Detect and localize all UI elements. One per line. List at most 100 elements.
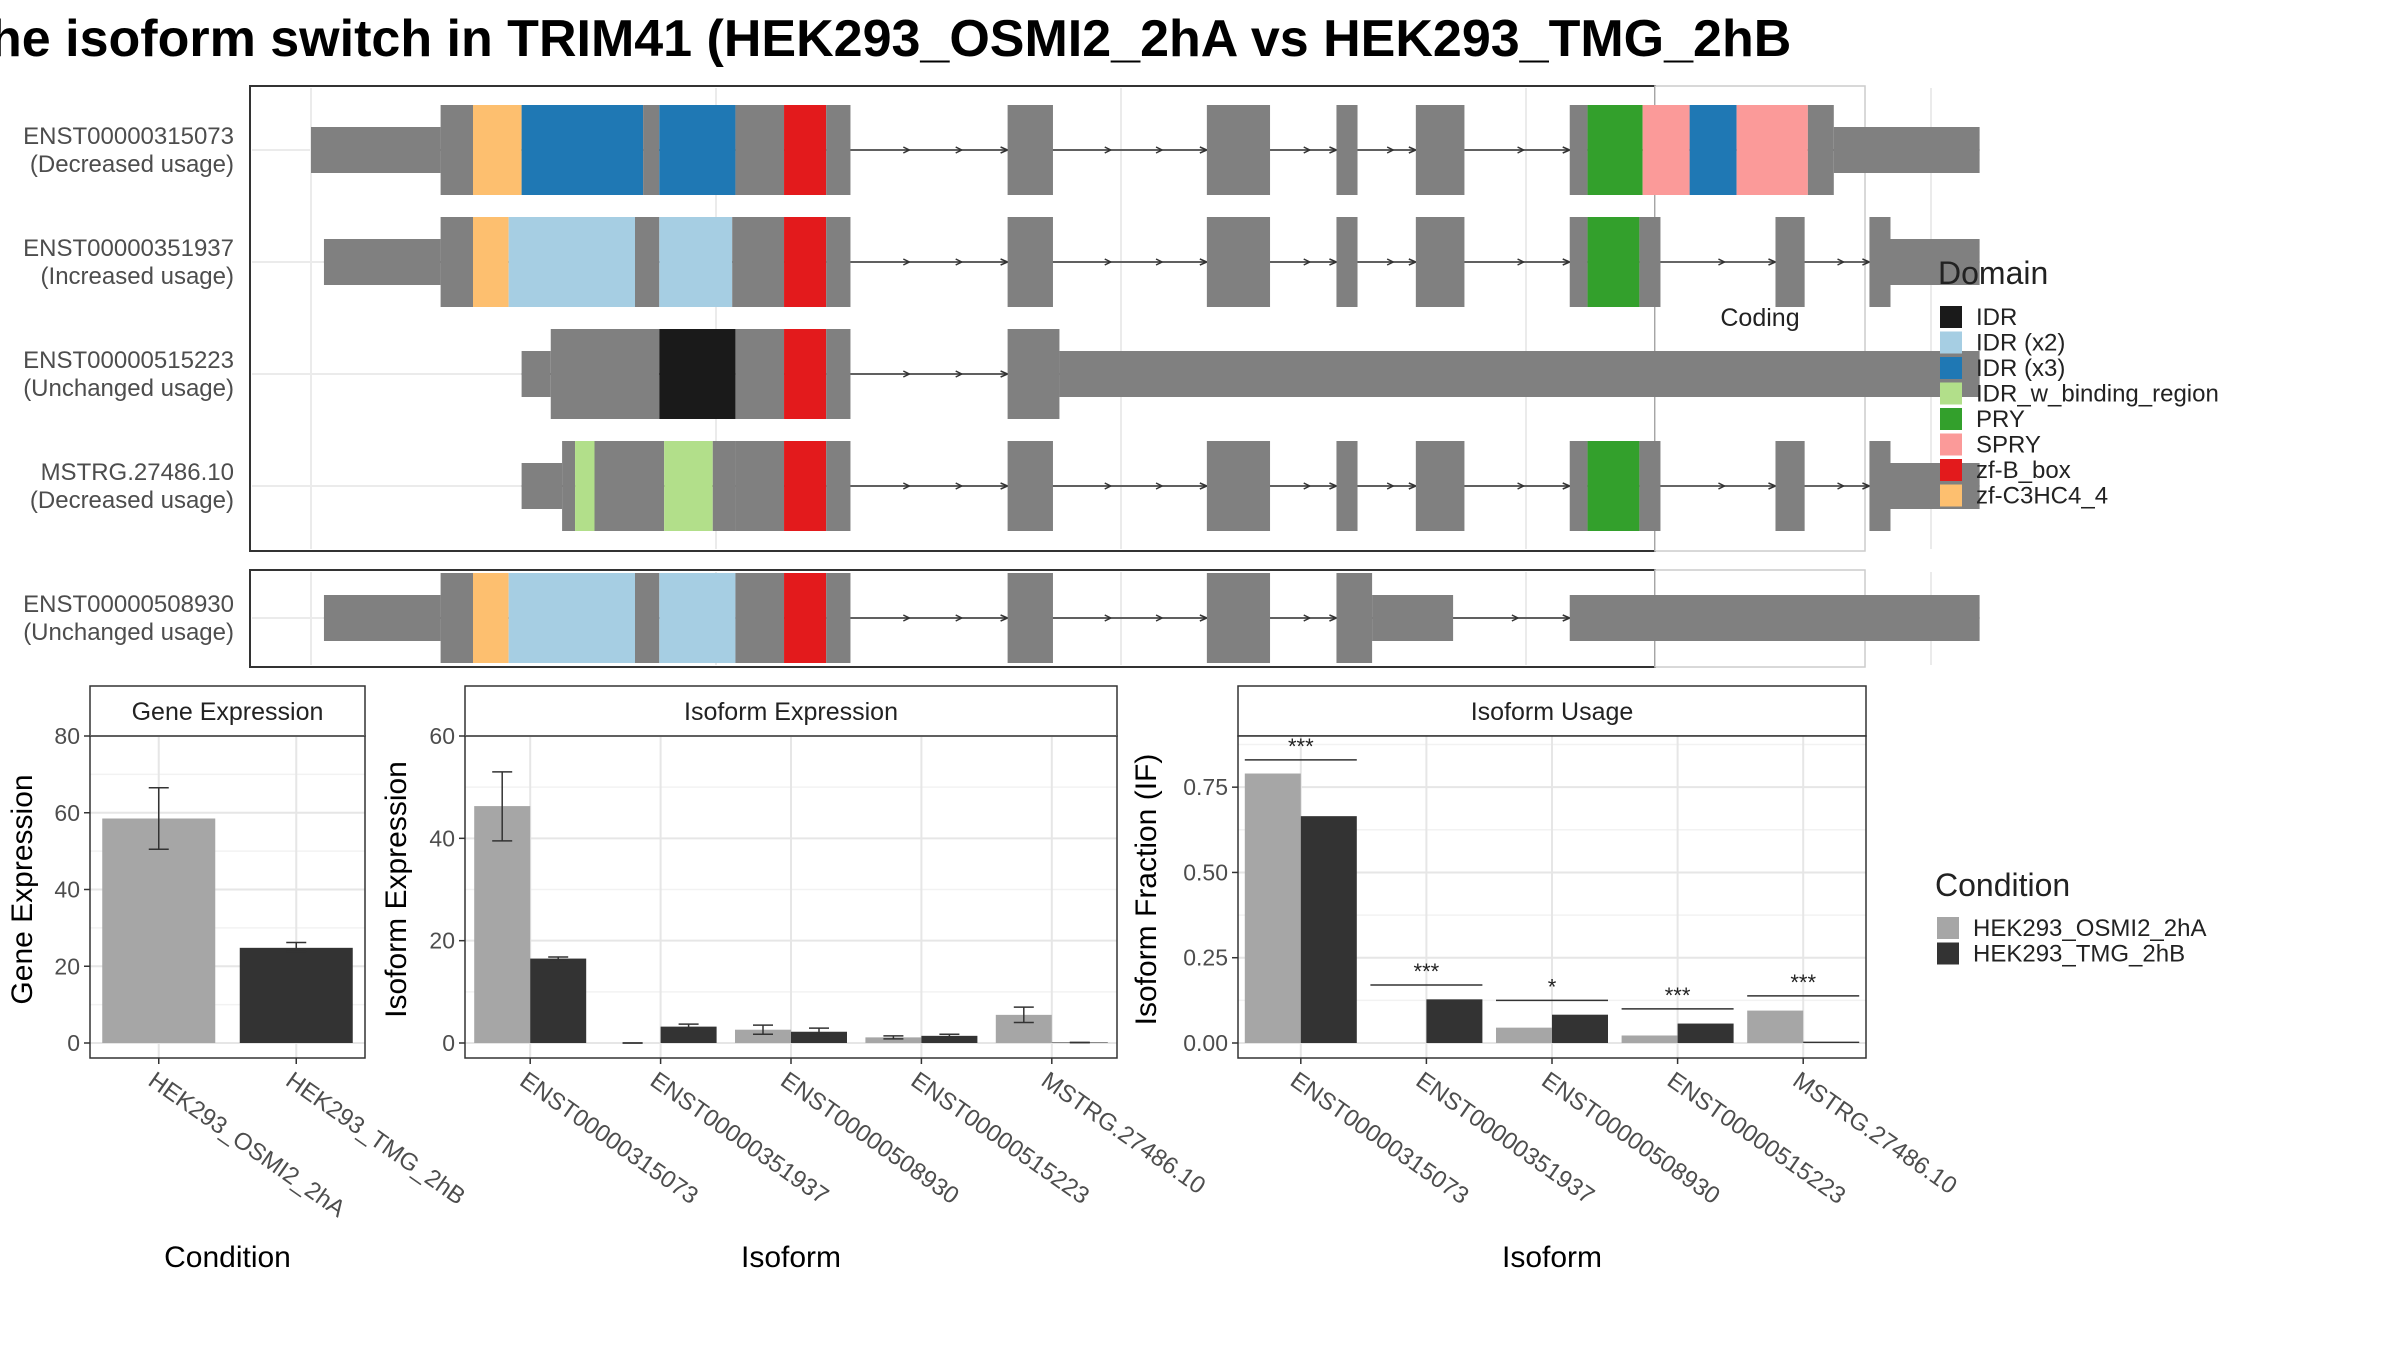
exon-block	[1569, 105, 1588, 195]
intron-arrow	[1386, 258, 1395, 266]
exon-block	[1807, 105, 1834, 195]
domain-block	[575, 441, 595, 531]
domain-block	[784, 217, 827, 307]
legend-domain-label: SPRY	[1976, 432, 2041, 459]
exon-block	[1059, 351, 1980, 397]
intron-arrow	[1155, 146, 1164, 154]
y-tick-label: 60	[54, 800, 80, 826]
exon-block	[550, 329, 660, 419]
intron-arrow	[1517, 146, 1526, 154]
facet-strip	[1237, 685, 1867, 737]
significance-label: ***	[1790, 970, 1816, 995]
bar	[735, 1029, 791, 1043]
exon-block	[323, 595, 441, 641]
panel-title: Isoform Usage	[1471, 698, 1634, 726]
intron-arrow	[1303, 146, 1312, 154]
intron-arrow	[1517, 482, 1526, 490]
domain-block	[784, 105, 827, 195]
transcript-structure-panel: CodingNMD SensitiveENST00000315073(Decre…	[23, 85, 1980, 668]
exon-block	[1336, 105, 1358, 195]
domain-block	[1736, 105, 1808, 195]
exon-block	[1569, 595, 1980, 641]
legend-domain-label: zf-B_box	[1976, 457, 2071, 484]
intron-arrow	[1837, 482, 1846, 490]
exon-block	[1206, 441, 1271, 531]
exon-block	[562, 441, 576, 531]
intron-arrow	[902, 258, 911, 266]
transcript-id-label: ENST00000351937	[23, 235, 234, 262]
legend-domain-label: IDR (x2)	[1976, 330, 2065, 357]
exon-block	[1869, 441, 1891, 531]
domain-block	[659, 329, 736, 419]
y-tick-label: 60	[429, 723, 455, 749]
transcript-usage-label: (Decreased usage)	[30, 487, 234, 514]
y-tick-label: 0.25	[1183, 945, 1228, 971]
significance-label: ***	[1665, 983, 1691, 1008]
legend-domain-label: PRY	[1976, 406, 2025, 433]
facet-strip	[89, 685, 366, 737]
domain-block	[659, 573, 736, 663]
bar	[1747, 1010, 1804, 1043]
intron-arrow	[902, 482, 911, 490]
transcript-usage-label: (Unchanged usage)	[23, 375, 234, 402]
domain-block	[1689, 105, 1737, 195]
bar	[239, 947, 353, 1043]
bar	[530, 958, 587, 1043]
legend-swatch	[1940, 433, 1962, 456]
y-tick-label: 40	[429, 825, 455, 851]
exon-block	[1775, 217, 1805, 307]
exon-block	[1775, 441, 1805, 531]
exon-block	[643, 105, 660, 195]
bar	[1426, 999, 1483, 1043]
exon-block	[1890, 239, 1980, 285]
exon-block	[1336, 441, 1358, 531]
exon-block	[311, 127, 441, 173]
bar	[102, 818, 216, 1043]
y-tick-label: 0	[442, 1030, 455, 1056]
bar	[1244, 773, 1301, 1043]
exon-block	[1372, 595, 1454, 641]
y-tick-label: 20	[54, 953, 80, 979]
exon-block	[1336, 573, 1373, 663]
intron-arrow	[1386, 482, 1395, 490]
x-axis-title: Isoform	[1502, 1241, 1602, 1274]
y-tick-label: 0.00	[1183, 1030, 1228, 1056]
exon-block	[1569, 217, 1588, 307]
exon-block	[735, 441, 785, 531]
exon-block	[1833, 127, 1980, 173]
plot-frame	[89, 735, 366, 1059]
domain-block	[521, 105, 644, 195]
legend-domain-label: IDR_w_binding_region	[1976, 381, 2219, 408]
exon-block	[1206, 217, 1271, 307]
exon-block	[1415, 105, 1465, 195]
exon-block	[735, 329, 785, 419]
intron-arrow	[955, 370, 964, 378]
legend-swatch	[1940, 306, 1962, 328]
y-tick-label: 0.50	[1183, 859, 1228, 885]
intron-arrow	[1303, 482, 1312, 490]
y-axis-title: Gene Expression	[6, 774, 39, 1004]
domain-block	[508, 217, 635, 307]
legend-swatch	[1940, 484, 1962, 507]
bar	[865, 1037, 922, 1043]
intron-arrow	[902, 146, 911, 154]
domain-block	[473, 217, 509, 307]
exon-block	[521, 351, 551, 397]
exon-block	[323, 239, 441, 285]
exon-block	[826, 217, 851, 307]
legend-swatch	[1940, 382, 1962, 405]
domain-block	[659, 105, 736, 195]
intron-arrow	[1511, 614, 1520, 622]
significance-label: *	[1548, 974, 1557, 999]
domain-block	[784, 573, 827, 663]
exon-block	[1336, 217, 1358, 307]
facet-label-coding: Coding	[1720, 304, 1799, 332]
domain-block	[659, 217, 733, 307]
exon-block	[521, 463, 563, 509]
domain-block	[1587, 105, 1643, 195]
bar	[1803, 1041, 1860, 1043]
intron-arrow	[902, 370, 911, 378]
intron-arrow	[1303, 258, 1312, 266]
x-axis-title: Isoform	[741, 1241, 841, 1274]
